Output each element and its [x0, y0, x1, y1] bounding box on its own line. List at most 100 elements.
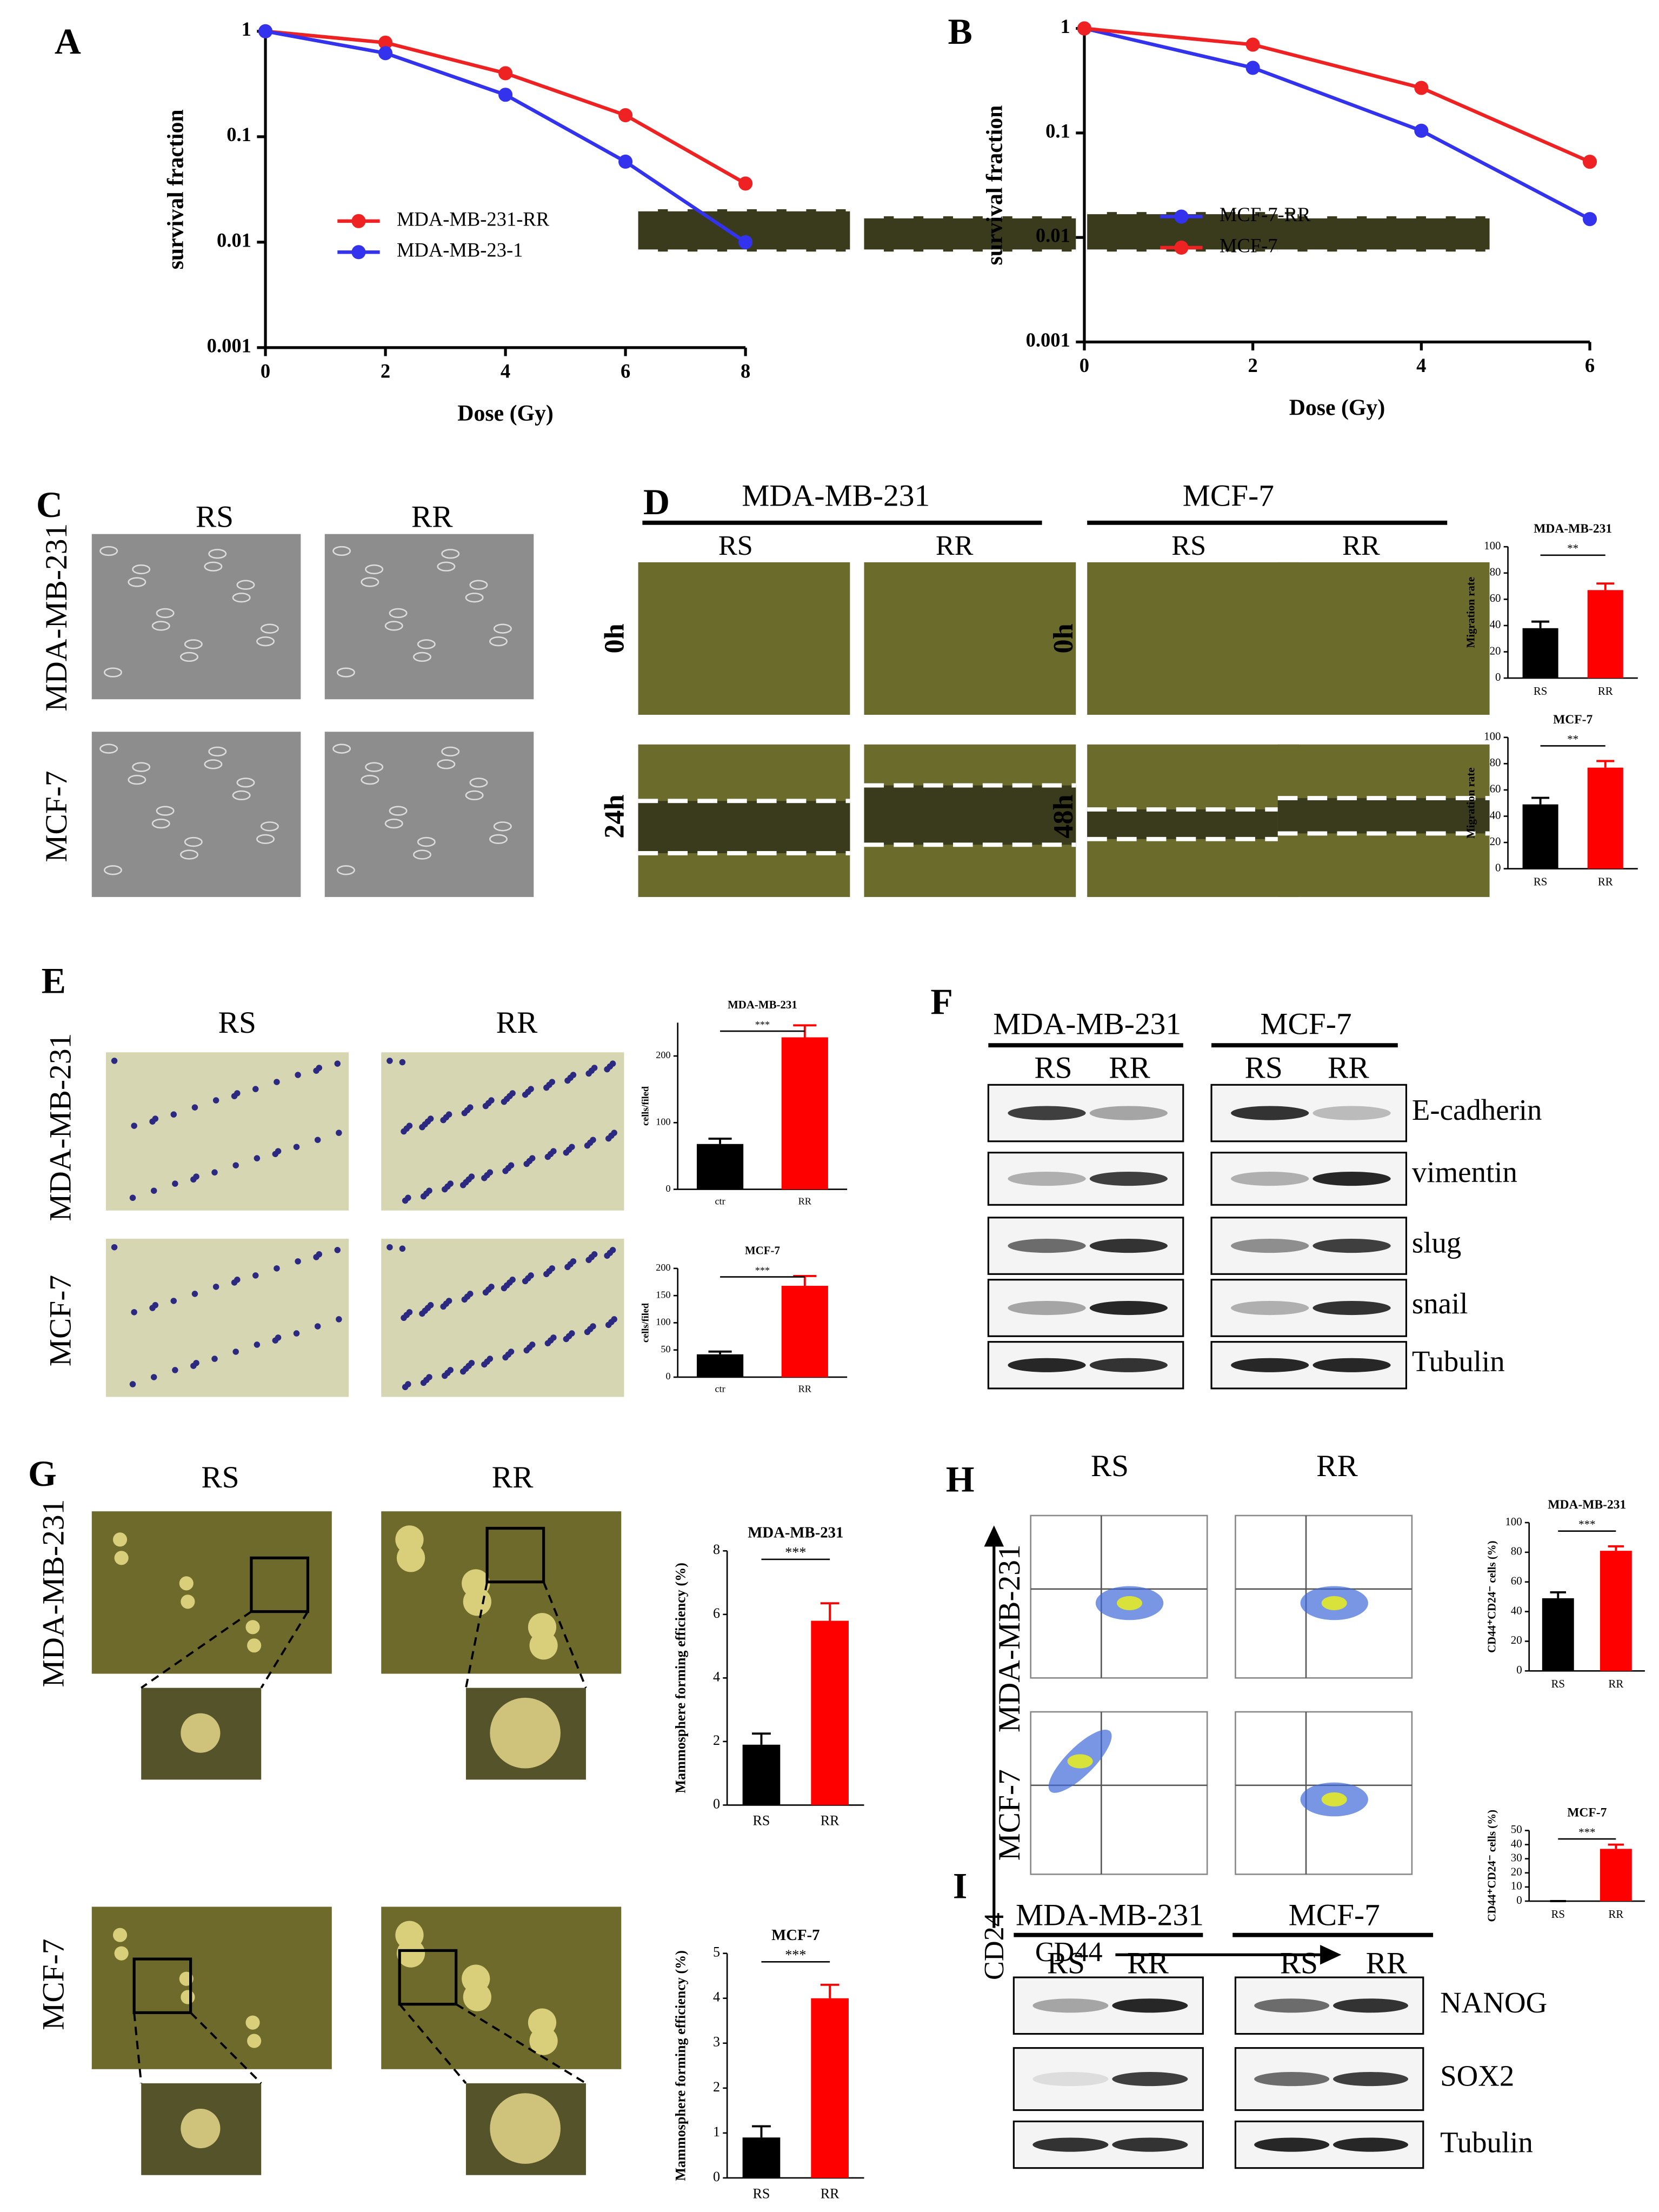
stained-cell	[399, 1059, 406, 1066]
group-label: MDA-MB-231	[993, 1007, 1181, 1041]
blot-band	[1112, 1998, 1188, 2013]
blot-band	[1008, 1171, 1086, 1186]
blot-band	[1008, 1239, 1086, 1253]
panel-label: G	[28, 1453, 57, 1494]
x-tick-label: RS	[1551, 1908, 1565, 1921]
y-axis-title: cells/filed	[639, 1303, 650, 1343]
column-label: RS	[196, 500, 234, 534]
cell	[184, 836, 203, 847]
x-axis-title: Dose (Gy)	[457, 401, 554, 426]
cell	[232, 593, 251, 603]
column-label: RS	[1034, 1051, 1072, 1085]
y-tick-label: 80	[1490, 756, 1501, 769]
zoom-box	[132, 1957, 192, 2014]
row-label: MDA-MB-231	[39, 523, 74, 712]
stained-cell	[129, 1381, 136, 1387]
y-tick-label: 20	[1490, 644, 1501, 657]
stained-cell	[481, 1174, 488, 1181]
zoom-line	[260, 1611, 309, 1689]
sphere	[463, 1983, 491, 2011]
y-tick-label: 20	[1511, 1865, 1522, 1878]
x-axis-title: Dose (Gy)	[1289, 395, 1385, 420]
stained-cell	[502, 1354, 509, 1361]
stained-cell	[293, 1330, 300, 1337]
x-tick-label: RR	[821, 2186, 840, 2201]
group-label: MDA-MB-231	[1016, 1898, 1204, 1932]
stained-cell	[149, 1118, 156, 1125]
data-point	[1582, 155, 1597, 169]
y-tick-label: 0.1	[226, 123, 251, 145]
stained-cell	[402, 1384, 409, 1391]
stained-cell	[212, 1284, 219, 1290]
stained-cell	[254, 1341, 261, 1348]
blot-band	[1089, 1358, 1168, 1372]
cell	[236, 778, 255, 788]
column-label: RS	[1171, 530, 1206, 561]
data-point	[1245, 61, 1260, 75]
cell	[132, 762, 151, 772]
x-tick-label: RR	[1608, 1677, 1623, 1690]
y-tick-label: 30	[1511, 1851, 1522, 1864]
stained-cell	[501, 1098, 508, 1105]
cell	[151, 621, 170, 631]
cell	[180, 652, 198, 662]
sphere	[247, 1638, 262, 1653]
panel-label: F	[930, 981, 952, 1022]
column-label: RS	[1245, 1051, 1283, 1085]
y-tick-label: 100	[1505, 1515, 1522, 1528]
protein-label: E-cadherin	[1412, 1093, 1542, 1126]
y-axis-title: CD44⁺CD24⁻ cells (%)	[1485, 1540, 1498, 1653]
row-label: 0h	[1048, 623, 1079, 653]
chart-title: MDA-MB-231	[1534, 522, 1612, 536]
scratch-gap	[1277, 798, 1490, 834]
stained-cell	[604, 1252, 610, 1259]
cell	[208, 549, 227, 559]
cell	[128, 577, 146, 587]
data-point	[738, 235, 753, 249]
data-point	[1245, 37, 1260, 52]
row-label: MDA-MB-231	[37, 1499, 71, 1688]
y-tick-label: 0	[1495, 670, 1501, 683]
stained-cell	[232, 1349, 239, 1355]
stained-cell	[459, 1182, 467, 1188]
y-tick-label: 60	[1511, 1575, 1522, 1587]
column-label: RS	[1280, 1946, 1318, 1980]
stained-cell	[544, 1340, 551, 1347]
x-tick-label: 0	[1080, 354, 1089, 376]
legend-label: MDA-MB-231-RR	[397, 208, 550, 230]
x-tick-label: RS	[1534, 875, 1548, 888]
blot-band	[1089, 1239, 1168, 1253]
significance-label: ***	[1578, 1825, 1595, 1838]
cell	[151, 818, 170, 829]
stained-cell	[482, 1102, 489, 1110]
scratch-gap	[864, 785, 1076, 845]
column-label: RR	[1316, 1449, 1358, 1483]
stained-cell	[211, 1356, 218, 1362]
y-axis-title: Migration rate	[1464, 577, 1477, 648]
column-label: RR	[411, 500, 453, 534]
stained-cell	[605, 1321, 612, 1328]
cell	[384, 818, 403, 829]
stained-cell	[231, 1279, 238, 1286]
column-label: RS	[201, 1460, 239, 1494]
series-line	[1084, 26, 1591, 221]
sphere	[463, 1587, 491, 1616]
stained-cell	[543, 1084, 550, 1091]
x-tick-label: 4	[1416, 354, 1426, 376]
stained-cell	[585, 1070, 592, 1077]
cell	[156, 806, 175, 816]
stained-cell	[314, 1323, 321, 1330]
chart-title: MCF-7	[771, 1927, 819, 1944]
blot-band	[1254, 2072, 1330, 2087]
significance-label: ***	[1578, 1518, 1595, 1531]
significance-label: **	[1567, 733, 1578, 746]
stained-cell	[387, 1058, 393, 1064]
stained-cell	[254, 1155, 261, 1161]
group-label: MDA-MB-231	[742, 479, 930, 513]
x-tick-label: 8	[741, 360, 750, 382]
bar	[696, 1144, 744, 1190]
bar	[742, 2137, 781, 2178]
panel-label: A	[55, 21, 81, 62]
legend-label: MCF-7-RR	[1220, 203, 1311, 225]
